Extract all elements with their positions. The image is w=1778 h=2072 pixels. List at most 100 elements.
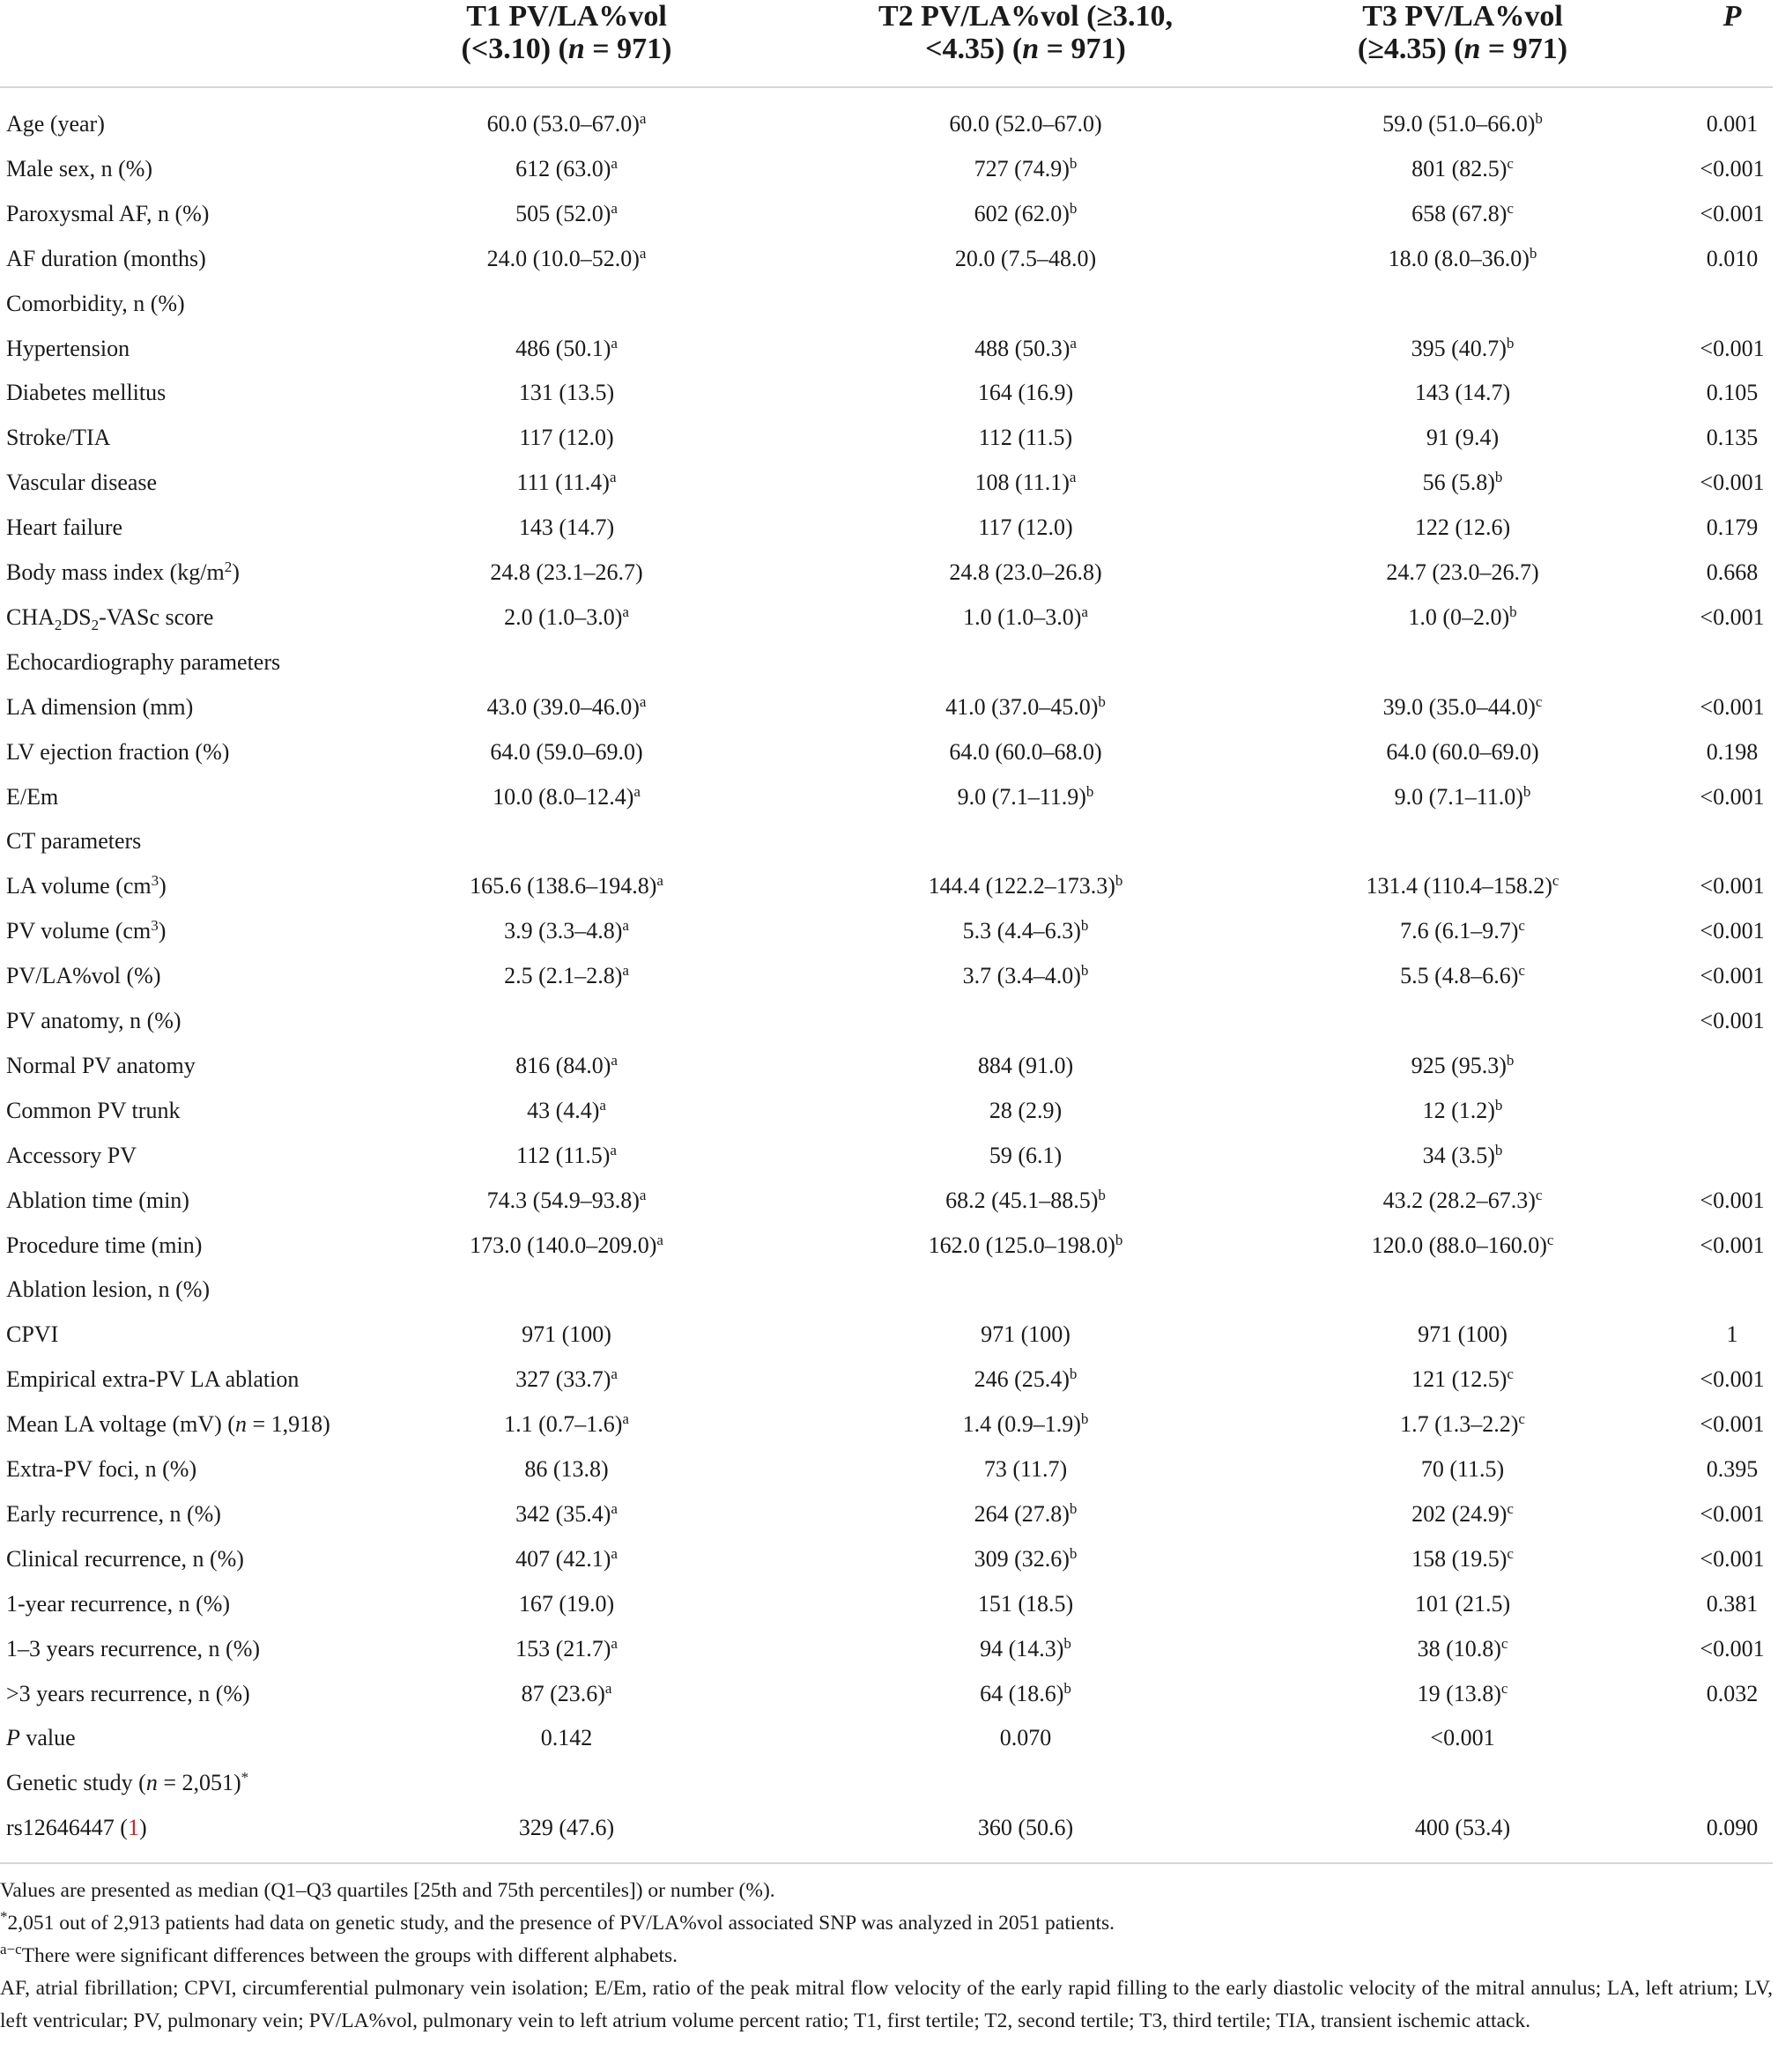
row-label: E/Em [6, 784, 58, 810]
table-cell: 400 (53.4) [1415, 1815, 1510, 1841]
text-sup: c [1518, 917, 1525, 935]
text-i: n [1022, 33, 1040, 65]
table-cell: 342 (35.4)a [515, 1501, 618, 1528]
text-sup: b [1506, 1051, 1515, 1069]
row-label: Mean LA voltage (mV) (n = 1,918) [6, 1411, 330, 1438]
text-sub: 2 [54, 616, 63, 633]
text: 41.0 (37.0–45.0) [945, 693, 1099, 720]
text: 0.381 [1706, 1590, 1759, 1617]
text-sup: 2 [224, 559, 233, 575]
text-sup: b [1069, 1544, 1078, 1562]
text: 309 (32.6) [974, 1545, 1070, 1572]
text: 925 (95.3) [1411, 1052, 1507, 1078]
table-cell: 18.0 (8.0–36.0)b [1389, 246, 1537, 272]
reference-link: 1 [127, 1815, 139, 1841]
text-i: n [567, 33, 585, 65]
text-sup: c [1507, 1499, 1514, 1517]
text-sup: c [1535, 692, 1543, 710]
table-cell: <0.001 [1700, 1232, 1764, 1259]
text: 0.032 [1706, 1680, 1759, 1706]
table-cell: 153 (21.7)a [515, 1636, 618, 1662]
text: Early recurrence, n (%) [6, 1500, 221, 1527]
text: T1 PV/LA%vol [466, 0, 667, 33]
table-cell: 28 (2.9) [989, 1098, 1062, 1124]
text: Common PV trunk [6, 1097, 181, 1123]
text: 1.7 (1.3–2.2) [1400, 1411, 1519, 1438]
text: 9.0 (7.1–11.0) [1394, 783, 1523, 810]
text-sup: a [611, 1051, 618, 1069]
table-cell: 12 (1.2)b [1423, 1098, 1503, 1124]
text: 165.6 (138.6–194.8) [470, 873, 657, 899]
table-cell: <0.001 [1700, 1366, 1764, 1393]
text: 143 (14.7) [1414, 380, 1511, 406]
table-cell: 91 (9.4) [1426, 425, 1499, 451]
table-cell: <0.001 [1700, 873, 1764, 899]
text: 2.5 (2.1–2.8) [504, 963, 623, 989]
bottom-rule [0, 1862, 1773, 1864]
table-cell: 56 (5.8)b [1423, 470, 1503, 496]
table-cell: 3.9 (3.3–4.8)a [504, 918, 629, 944]
table-cell: 108 (11.1)a [975, 470, 1077, 496]
table-cell: 60.0 (52.0–67.0) [949, 111, 1101, 137]
table-cell: <0.001 [1700, 470, 1764, 496]
text-sup: a [610, 1141, 617, 1158]
table-cell: <0.001 [1430, 1725, 1494, 1751]
table-cell: 162.0 (125.0–198.0)b [929, 1232, 1123, 1259]
row-label: P value [6, 1725, 76, 1751]
table-cell: 24.8 (23.0–26.8) [949, 559, 1101, 586]
text: 1.1 (0.7–1.6) [504, 1411, 623, 1438]
table-cell: 801 (82.5)c [1411, 156, 1514, 182]
text: <0.001 [1700, 1366, 1765, 1393]
table-cell: <0.001 [1700, 918, 1764, 944]
text-sup: c [1500, 1634, 1508, 1652]
text: Mean LA voltage (mV) ( [6, 1411, 235, 1438]
text-sup: c [1518, 962, 1525, 980]
text-sup: c [1535, 1186, 1543, 1203]
text-sup: b [1069, 1365, 1078, 1383]
table-cell: 111 (11.4)a [517, 470, 617, 496]
row-label: Body mass index (kg/m2) [6, 559, 240, 586]
table-cell: 658 (67.8)c [1411, 201, 1514, 227]
text: 1–3 years recurrence, n (%) [6, 1635, 261, 1661]
table-cell: 59 (6.1) [989, 1143, 1062, 1169]
table-cell: 3.7 (3.4–4.0)b [963, 963, 1089, 989]
column-header: T1 PV/LA%vol [466, 0, 667, 33]
text: 395 (40.7) [1411, 335, 1507, 361]
text-sup: c [1507, 199, 1514, 217]
text: >3 years recurrence, n (%) [6, 1680, 250, 1706]
row-label: Stroke/TIA [6, 425, 110, 451]
row-label: LA volume (cm3) [6, 873, 167, 899]
text: <0.001 [1700, 1232, 1765, 1258]
text-sup: b [1529, 244, 1537, 262]
text: ) [232, 559, 240, 585]
text: 1.0 (0–2.0) [1408, 603, 1510, 630]
text-sup: 3 [151, 872, 159, 890]
table-cell: <0.001 [1700, 963, 1764, 989]
column-header: T2 PV/LA%vol (≥3.10, [878, 0, 1173, 33]
text-i: n [234, 1411, 247, 1438]
text-sup: a [639, 244, 647, 262]
table-cell: 121 (12.5)c [1411, 1366, 1514, 1393]
text: Ablation lesion, n (%) [6, 1276, 211, 1303]
table-cell: 10.0 (8.0–12.4)a [493, 784, 641, 810]
text: 68.2 (45.1–88.5) [945, 1187, 1099, 1213]
text: 0.142 [540, 1725, 593, 1751]
text: 12 (1.2) [1422, 1097, 1495, 1123]
text: 602 (62.0) [974, 200, 1070, 226]
text: <0.001 [1700, 963, 1765, 989]
table-cell: 0.135 [1707, 425, 1759, 451]
text-sup: c [1546, 1231, 1554, 1248]
column-header: (<3.10) (n = 971) [462, 33, 672, 66]
row-label: CT parameters [6, 828, 141, 855]
text: (≥4.35) ( [1357, 33, 1464, 65]
text: 24.7 (23.0–26.7) [1386, 559, 1539, 585]
text: 0.001 [1706, 111, 1759, 137]
text: 971 (100) [981, 1321, 1071, 1348]
text: <0.001 [1700, 1635, 1765, 1661]
table-cell: 101 (21.5) [1415, 1591, 1510, 1617]
text: 64.0 (60.0–69.0) [1386, 738, 1539, 765]
table-cell: <0.001 [1700, 1008, 1764, 1034]
text: 816 (84.0) [515, 1052, 611, 1078]
text: = 971) [584, 33, 672, 65]
text-sup: b [1080, 917, 1089, 935]
